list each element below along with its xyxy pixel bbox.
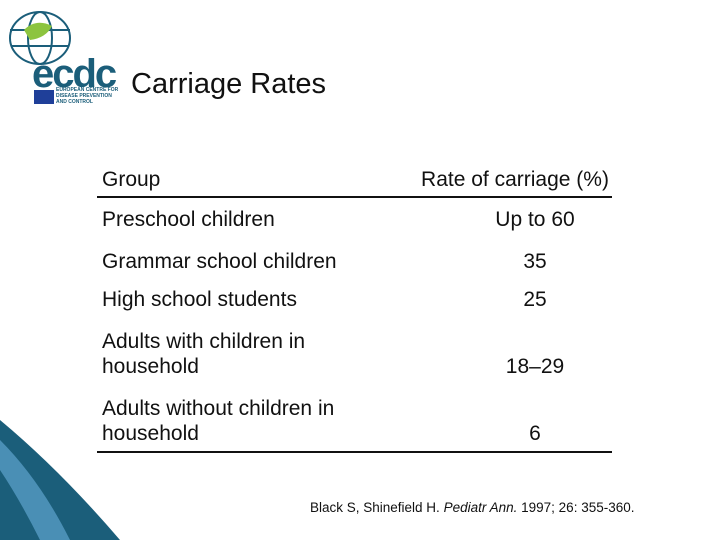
eu-flag: [34, 90, 54, 104]
slide-title: Carriage Rates: [131, 68, 327, 100]
rate-cell: 18–29: [505, 355, 565, 378]
logo-mark: ecdc: [32, 52, 117, 96]
citation: Black S, Shinefield H. Pediatr Ann. 1997…: [310, 500, 635, 515]
group-cell: Adults without children in household: [102, 397, 335, 445]
citation-authors: Black S, Shinefield H.: [310, 500, 440, 515]
swoosh: [0, 440, 70, 540]
group-cell: Adults with children in household: [102, 330, 306, 378]
rate-cell: 35: [523, 250, 547, 273]
column-header: Rate of carriage (%): [421, 168, 609, 191]
group-cell: Grammar school children: [102, 250, 337, 273]
rate-cell: 25: [523, 288, 547, 311]
citation-rest: 1997; 26: 355-360.: [521, 500, 635, 515]
rule: [97, 196, 612, 198]
group-cell: High school students: [102, 288, 297, 311]
logo-caption: EUROPEAN CENTRE FOR DISEASE PREVENTION A…: [56, 87, 119, 105]
rule: [97, 451, 612, 453]
rate-cell: Up to 60: [495, 208, 575, 231]
logo-map: [24, 22, 52, 40]
group-cell: Preschool children: [102, 208, 275, 231]
column-header: Group: [102, 168, 161, 191]
rate-cell: 6: [529, 422, 541, 445]
citation-journal: Pediatr Ann.: [443, 500, 518, 515]
